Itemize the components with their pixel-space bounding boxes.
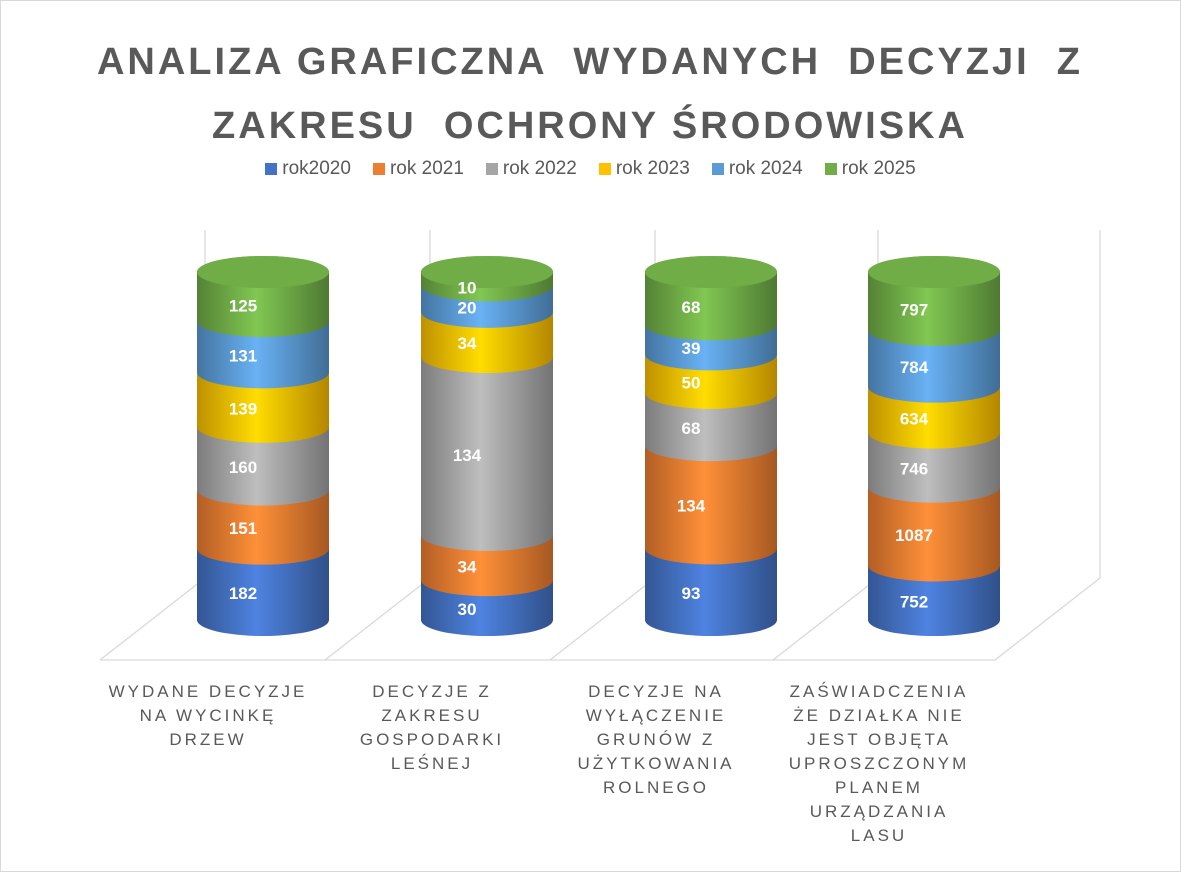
data-label: 68 bbox=[682, 298, 701, 317]
data-label: 50 bbox=[682, 373, 701, 392]
data-label: 746 bbox=[900, 459, 928, 478]
legend-swatch bbox=[485, 163, 498, 175]
data-label: 20 bbox=[458, 298, 477, 317]
data-label: 125 bbox=[229, 296, 257, 315]
legend-entry: rok 2021 bbox=[372, 158, 464, 180]
data-label: 1087 bbox=[895, 526, 933, 545]
legend-swatch bbox=[372, 163, 385, 175]
data-label: 784 bbox=[900, 358, 929, 377]
data-label: 131 bbox=[229, 346, 257, 365]
legend-entry: rok 2023 bbox=[598, 158, 690, 180]
bar-segment bbox=[421, 341, 553, 551]
legend-label: rok2020 bbox=[282, 158, 351, 179]
floor-line bbox=[549, 577, 656, 661]
data-label: 10 bbox=[458, 278, 477, 297]
chart-title: ANALIZA GRAFICZNA WYDANYCH DECYZJI Z ZAK… bbox=[96, 41, 1097, 147]
data-label: 182 bbox=[229, 584, 257, 603]
cylinder-top bbox=[421, 256, 553, 288]
legend-swatch bbox=[598, 163, 611, 175]
data-label: 752 bbox=[900, 593, 928, 612]
data-label: 34 bbox=[458, 557, 477, 576]
bar-segment bbox=[645, 429, 777, 565]
legend-entry: rok2020 bbox=[265, 158, 351, 180]
cylinder-top bbox=[868, 256, 1000, 288]
cylinder-top bbox=[645, 256, 777, 288]
floor-line bbox=[772, 577, 879, 661]
cylinder-top bbox=[197, 256, 329, 288]
data-label: 160 bbox=[229, 458, 257, 477]
data-label: 134 bbox=[677, 497, 706, 516]
x-tick-label: DECYZJE Z ZAKRESU GOSPODARKI LEŚNEJ bbox=[359, 682, 505, 773]
data-label: 39 bbox=[682, 339, 701, 358]
data-label: 30 bbox=[458, 600, 477, 619]
legend-entry: rok 2022 bbox=[485, 158, 577, 180]
floor-edge bbox=[100, 577, 1101, 661]
legend-label: rok 2025 bbox=[841, 158, 916, 179]
data-label: 68 bbox=[682, 419, 701, 438]
data-label: 797 bbox=[900, 301, 928, 320]
legend-swatch bbox=[824, 163, 837, 175]
data-label: 634 bbox=[900, 409, 929, 428]
x-tick-label: WYDANE DECYZJE NA WYCINKĘ DRZEW bbox=[108, 682, 308, 749]
floor-line bbox=[99, 577, 206, 661]
legend-label: rok 2023 bbox=[615, 158, 690, 179]
data-label: 34 bbox=[458, 334, 477, 353]
legend-swatch bbox=[265, 163, 278, 175]
x-tick-label: DECYZJE NA WYŁĄCZENIE GRUNÓW Z UŻYTKOWANIA R… bbox=[577, 682, 735, 797]
legend-label: rok 2021 bbox=[389, 158, 464, 179]
legend-entry: rok 2024 bbox=[711, 158, 803, 180]
legend-swatch bbox=[711, 163, 724, 175]
x-tick-label: ZAŚWIADCZENIA ŻE DZIAŁKA NIE JEST OBJĘTA UP… bbox=[788, 682, 970, 845]
legend-entry: rok 2025 bbox=[824, 158, 916, 180]
data-label: 151 bbox=[229, 519, 257, 538]
data-label: 139 bbox=[229, 399, 257, 418]
data-label: 93 bbox=[682, 584, 701, 603]
legend-label: rok 2024 bbox=[728, 158, 803, 179]
legend-label: rok 2022 bbox=[502, 158, 577, 179]
legend: rok2020 rok 2021 rok 2022 rok 2023 rok 2024 r… bbox=[0, 158, 1181, 180]
floor-line bbox=[324, 577, 431, 661]
data-label: 134 bbox=[453, 446, 482, 465]
